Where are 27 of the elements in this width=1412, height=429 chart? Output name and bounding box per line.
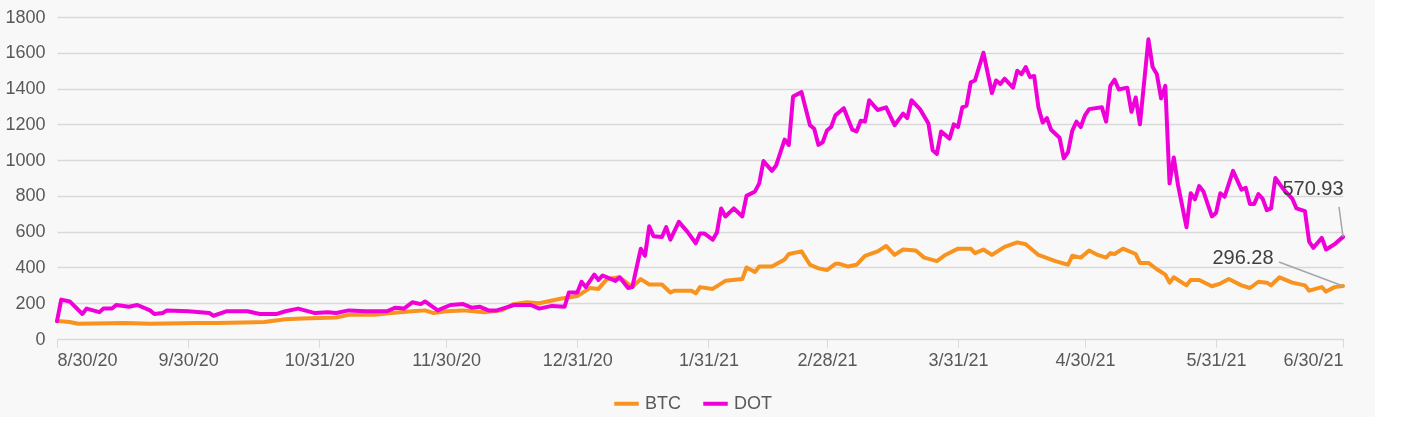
x-tick-label: 8/30/20: [57, 349, 118, 370]
line-series: [55, 240, 1345, 326]
annotation: 296.28: [1212, 246, 1274, 268]
x-tick-label: 6/30/21: [1283, 349, 1344, 370]
y-tick-label: 1800: [5, 6, 46, 27]
legend-label: DOT: [734, 392, 772, 413]
x-tick-label: 3/31/21: [928, 349, 989, 370]
x-tick-label: 10/31/20: [284, 349, 355, 370]
x-tick-label: 12/31/20: [542, 349, 613, 370]
y-tick-label: 1200: [5, 113, 46, 134]
x-tick-label: 1/31/21: [678, 349, 739, 370]
y-tick-label: 600: [15, 221, 46, 242]
y-tick-label: 1600: [5, 42, 46, 63]
x-tick-label: 9/30/20: [158, 349, 219, 370]
line-series: [55, 37, 1345, 324]
y-tick-label: 1000: [5, 149, 46, 170]
x-tick-label: 4/30/21: [1055, 349, 1116, 370]
x-tick-label: 5/31/21: [1186, 349, 1247, 370]
x-tick-label: 11/30/20: [412, 349, 482, 370]
annotation: 570.93: [1282, 176, 1344, 199]
y-tick-label: 200: [15, 292, 46, 313]
y-tick-label: 0: [35, 328, 46, 349]
y-tick-label: 800: [15, 185, 46, 206]
y-tick-label: 400: [15, 256, 46, 277]
y-tick-label: 1400: [5, 78, 46, 99]
legend-label: BTC: [645, 392, 681, 413]
x-tick-label: 2/28/21: [797, 349, 858, 370]
